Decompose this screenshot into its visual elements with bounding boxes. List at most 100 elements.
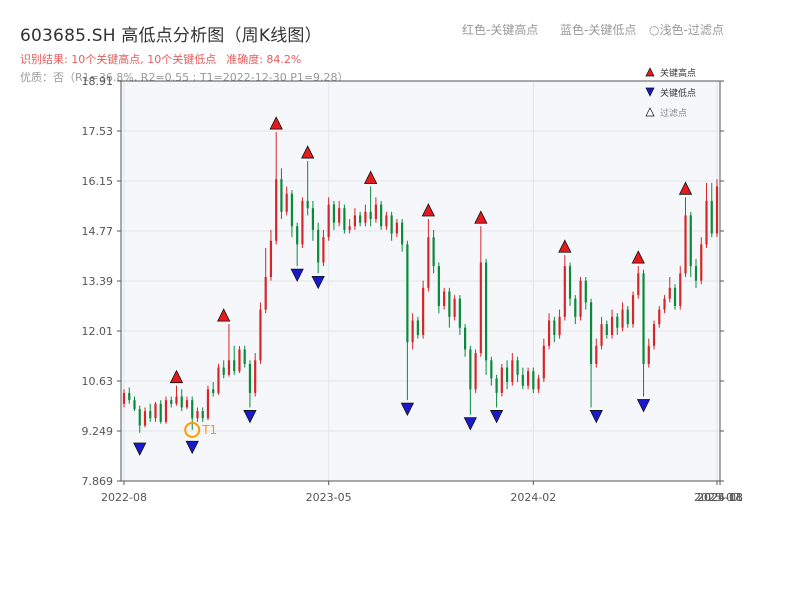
candle (668, 276, 671, 303)
candle (311, 200, 315, 241)
candle (464, 324, 467, 357)
candle-body (663, 298, 666, 310)
candle-body (453, 298, 456, 317)
candle-body (159, 403, 162, 422)
candle-body (180, 396, 183, 408)
candle (306, 161, 309, 216)
candle (364, 204, 367, 227)
candle-body (264, 276, 267, 310)
key-low-marker (185, 440, 199, 455)
candle (149, 403, 152, 422)
candle (353, 208, 357, 230)
candle-body (222, 367, 225, 375)
candle (380, 200, 383, 230)
candle (595, 338, 598, 368)
candle-body (705, 200, 708, 245)
candle (673, 284, 677, 310)
circle-icon: ○ (649, 23, 660, 37)
candle (526, 367, 530, 390)
candle (212, 382, 215, 397)
candle-body (327, 204, 330, 238)
candle-body (359, 215, 362, 223)
candle (521, 367, 524, 390)
key-low-marker (311, 275, 325, 290)
candle-body (521, 374, 524, 386)
candle-body (652, 324, 656, 346)
candle-body (516, 360, 519, 375)
candle-body (206, 389, 210, 419)
key-high-marker (474, 210, 488, 224)
header-legend-light: ○浅色-过滤点 (649, 21, 724, 38)
candle (715, 179, 719, 238)
y-tick-label: 12.01 (82, 325, 114, 338)
candle-body (133, 400, 136, 410)
candle-body (584, 280, 587, 303)
candle (322, 229, 325, 267)
candle (448, 287, 451, 328)
candle (290, 190, 294, 238)
candle (338, 200, 341, 227)
candle-body (715, 186, 719, 234)
candle-body (411, 320, 414, 343)
candle (159, 400, 162, 424)
candle (317, 222, 320, 274)
candle (516, 356, 519, 383)
candle-body (185, 400, 189, 408)
candle-body (170, 400, 173, 404)
candle (327, 197, 330, 241)
candle-body (568, 266, 572, 299)
candle-body (448, 291, 451, 317)
candle-body (700, 244, 703, 281)
candle (285, 186, 288, 216)
candle-body (269, 240, 273, 277)
candle (238, 345, 241, 374)
candle (427, 219, 430, 292)
candle (537, 374, 540, 393)
candle (705, 182, 708, 249)
key-low-marker (290, 268, 304, 283)
candle (626, 305, 629, 328)
candle-body (416, 320, 419, 335)
candle-body (642, 273, 645, 364)
candle (474, 349, 477, 393)
candle-body (317, 229, 320, 263)
candle-body (689, 215, 692, 267)
candle-body (574, 298, 577, 317)
candle-body (589, 302, 593, 364)
key-low-marker (589, 410, 603, 424)
candle-body (479, 262, 482, 354)
candle (484, 258, 488, 375)
candle (227, 324, 231, 377)
candle-body (128, 392, 131, 401)
candle (385, 211, 388, 230)
candle-body (201, 411, 204, 419)
candle (542, 338, 545, 383)
candle-body (553, 320, 556, 335)
candle-body (631, 295, 635, 325)
candle (343, 204, 346, 234)
y-tick-label: 9.249 (82, 425, 114, 438)
candle-body (511, 360, 514, 383)
candle (395, 219, 398, 238)
result-count: 识别结果: 10个关键高点, 10个关键低点 (20, 53, 217, 66)
x-tick-label: 2022-08 (101, 491, 147, 504)
y-tick-label: 7.869 (82, 475, 114, 488)
candle-body (679, 273, 682, 306)
candle-body (380, 204, 383, 227)
candle (647, 338, 650, 368)
candle (505, 360, 509, 390)
candle (621, 302, 624, 332)
candle (547, 313, 551, 350)
x-tick-label: 2025-07 (694, 491, 740, 504)
axes: 7.869 9.249 10.63 12.01 13.39 14.77 16.15 17.53… (82, 75, 743, 504)
candle-body (154, 403, 157, 419)
result-line: 识别结果: 10个关键高点, 10个关键低点 准确度: 84.2% (20, 51, 301, 67)
candle-body (254, 360, 257, 393)
candle (243, 345, 246, 368)
candle (248, 360, 252, 408)
y-tick-label: 18.91 (82, 75, 114, 88)
candle-body (579, 280, 582, 317)
candle-body (191, 400, 194, 419)
candle-body (443, 291, 446, 306)
t1-circle (184, 421, 201, 438)
